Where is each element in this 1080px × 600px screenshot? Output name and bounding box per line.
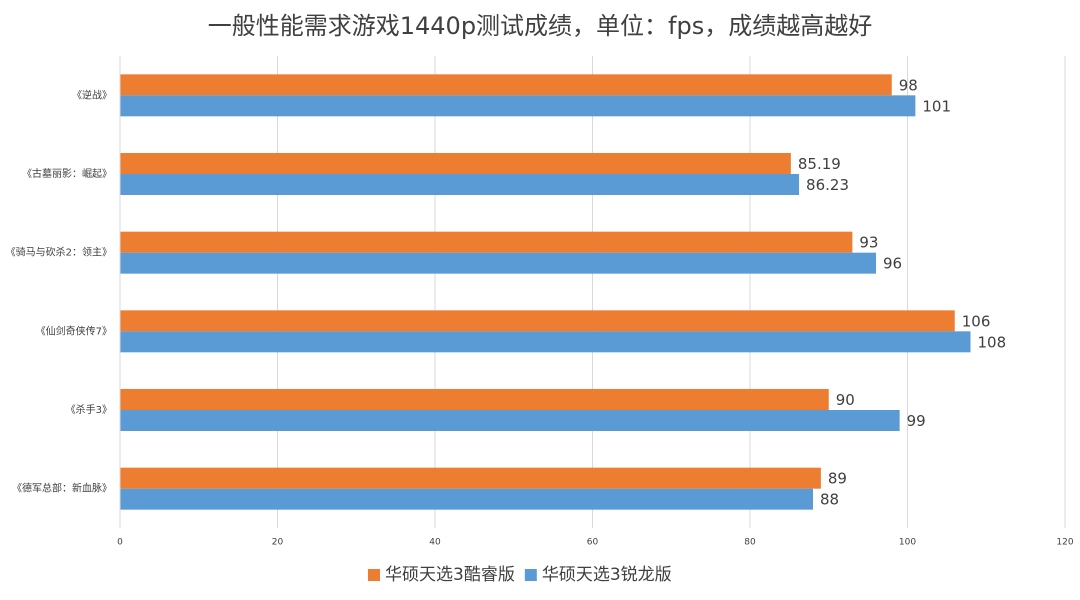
y-tick-label: 《逆战》 xyxy=(72,88,112,101)
value-label: 108 xyxy=(978,333,1007,351)
value-label: 89 xyxy=(828,470,847,488)
value-label: 85.19 xyxy=(798,155,841,173)
bar xyxy=(120,74,892,96)
bar xyxy=(120,488,813,510)
y-tick-label: 《杀手3》 xyxy=(66,403,112,416)
bar xyxy=(120,174,800,195)
y-tick-label: 《古墓丽影：崛起》 xyxy=(22,167,112,180)
legend-label: 华硕天选3锐龙版 xyxy=(542,565,672,585)
value-label: 106 xyxy=(962,312,991,330)
bar xyxy=(120,231,853,253)
bar xyxy=(120,331,971,353)
x-tick-label: 40 xyxy=(429,538,441,548)
y-tick-label: 《仙剑奇侠传7》 xyxy=(36,324,112,337)
bar xyxy=(120,389,829,410)
x-tick-label: 120 xyxy=(1056,538,1073,548)
x-tick-label: 0 xyxy=(117,538,123,548)
legend-swatch xyxy=(368,569,380,581)
value-label: 93 xyxy=(859,234,878,252)
bar xyxy=(120,310,955,332)
legend-label: 华硕天选3酷睿版 xyxy=(385,565,515,585)
value-label: 86.23 xyxy=(806,176,849,194)
value-label: 98 xyxy=(899,76,918,94)
bar xyxy=(120,467,821,489)
value-label: 96 xyxy=(883,255,902,273)
bar xyxy=(120,252,876,274)
y-tick-label: 《骑马与砍杀2：领主》 xyxy=(6,246,112,259)
x-tick-label: 20 xyxy=(272,538,284,548)
x-tick-label: 60 xyxy=(587,538,599,548)
x-tick-label: 80 xyxy=(744,538,756,548)
bar xyxy=(120,410,900,431)
value-label: 99 xyxy=(907,412,926,430)
bar xyxy=(120,95,916,117)
y-tick-label: 《德军总部：新血脉》 xyxy=(12,482,112,495)
chart-title: 一般性能需求游戏1440p测试成绩，单位：fps，成绩越高越好 xyxy=(208,12,873,40)
value-label: 101 xyxy=(922,97,951,115)
value-label: 88 xyxy=(820,491,839,509)
value-label: 90 xyxy=(836,391,855,409)
bar xyxy=(120,153,791,174)
legend-swatch xyxy=(524,569,537,581)
x-tick-label: 100 xyxy=(899,538,916,548)
